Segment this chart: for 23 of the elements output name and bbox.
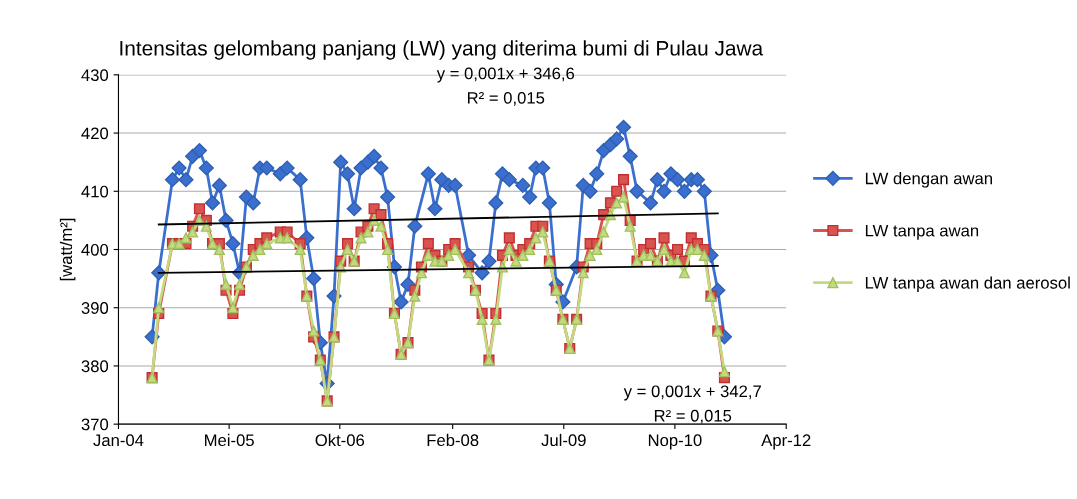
x-tick-label: Apr-12 (761, 434, 811, 450)
annotation: R² = 0,015 (654, 409, 732, 424)
y-tick-label: 410 (81, 185, 109, 198)
y-tick-label: 370 (81, 418, 109, 431)
x-tick-label: Feb-08 (427, 433, 479, 447)
y-tick-label: 400 (81, 243, 109, 256)
x-tick-label: Mei-05 (205, 433, 254, 447)
legend-label: LW tanpa awan dan aerosol (865, 276, 1070, 293)
annotation: y = 0,001x + 342,7 (623, 385, 761, 401)
x-tick-label: Jul-09 (541, 433, 586, 447)
y-axis-title: [watt/m²] (59, 218, 76, 281)
chart-title: Intensitas gelombang panjang (LW) yang diterima bumi di Pulau Jawa (120, 40, 764, 60)
y-tick-label: 390 (81, 302, 109, 314)
legend-label: LW tanpa awan (865, 224, 979, 240)
x-tick-label: Nop-10 (648, 434, 702, 450)
y-tick-label: 380 (81, 360, 109, 373)
y-tick-label: 420 (81, 127, 109, 140)
legend-label: LW dengan awan (865, 172, 992, 188)
y-tick-label: 430 (81, 69, 109, 82)
annotation: y = 0,001x + 346,6 (436, 67, 575, 83)
x-tick-label: Okt-06 (315, 433, 365, 447)
annotation: R² = 0,015 (467, 91, 545, 106)
x-tick-label: Jan-04 (93, 434, 144, 447)
